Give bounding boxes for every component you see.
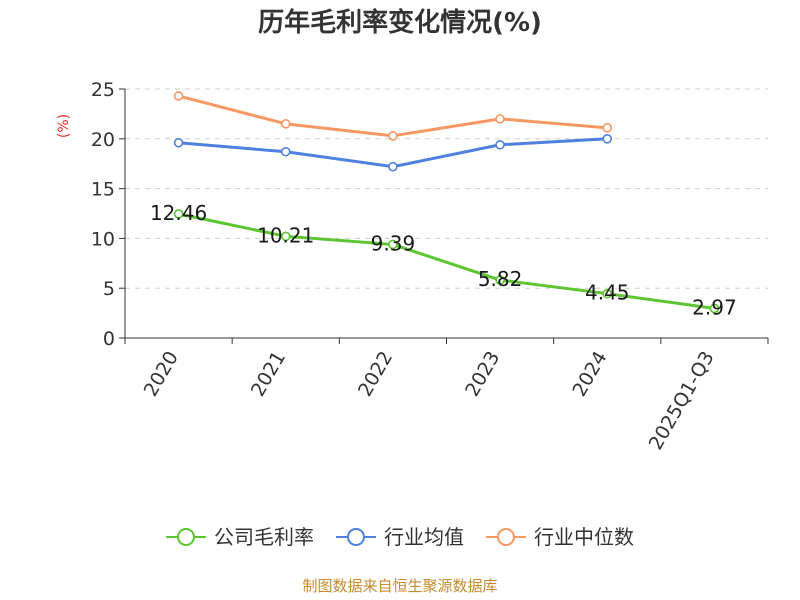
data-labels: 12.46 10.21 9.39 5.82 4.45 2.97 — [150, 201, 737, 320]
axes: 0 5 10 15 20 25 2020 2021 2022 2023 2024 2025Q1-Q3 — [91, 79, 769, 454]
data-point — [173, 91, 184, 101]
chart-title: 历年毛利率变化情况(%) — [258, 7, 542, 38]
data-point — [602, 123, 613, 133]
y-tick-label: 15 — [91, 179, 115, 201]
x-tick-label: 2021 — [247, 348, 290, 401]
data-label: 12.46 — [150, 201, 207, 225]
data-point — [388, 239, 398, 250]
data-label: 10.21 — [257, 223, 314, 247]
data-label: 5.82 — [478, 267, 523, 291]
data-label: 2.97 — [692, 295, 737, 319]
data-point — [495, 114, 505, 124]
legend-marker — [347, 528, 365, 546]
data-point — [388, 131, 398, 141]
series-lines — [173, 91, 720, 314]
series-line — [178, 212, 715, 310]
data-label: 4.45 — [585, 281, 630, 305]
y-tick-label: 25 — [91, 79, 115, 101]
data-label: 9.39 — [371, 231, 416, 255]
data-point — [173, 137, 184, 148]
grid-lines — [125, 88, 768, 289]
y-tick-label: 5 — [103, 278, 115, 300]
data-point — [173, 209, 184, 219]
y-axis-label: (%) — [56, 114, 72, 138]
legend-label: 行业均值 — [384, 525, 464, 549]
data-point — [602, 288, 613, 299]
data-point — [602, 134, 613, 144]
legend-item[interactable]: 公司毛利率 — [166, 525, 314, 549]
y-tick-label: 20 — [91, 129, 115, 151]
data-point — [495, 139, 505, 150]
legend-label: 行业中位数 — [534, 525, 634, 549]
legend-marker — [177, 528, 195, 546]
x-tick-label: 2022 — [354, 348, 397, 401]
legend-label: 公司毛利率 — [214, 525, 314, 549]
legend: 公司毛利率 行业均值 行业中位数 — [166, 525, 634, 549]
x-tick-label: 2020 — [140, 348, 183, 401]
source-note: 制图数据来自恒生聚源数据库 — [302, 577, 497, 595]
legend-item[interactable]: 行业均值 — [336, 525, 464, 549]
x-tick-label: 2023 — [461, 348, 504, 401]
data-point — [280, 119, 291, 129]
y-tick-label: 0 — [103, 328, 115, 350]
data-point — [280, 146, 291, 157]
data-point — [280, 231, 291, 242]
x-tick-label: 2025Q1-Q3 — [645, 348, 719, 454]
data-point — [388, 161, 398, 172]
legend-item[interactable]: 行业中位数 — [486, 525, 634, 549]
data-point — [709, 303, 720, 314]
series-line — [178, 94, 608, 138]
x-tick-label: 2024 — [568, 348, 611, 401]
y-tick-label: 10 — [91, 228, 115, 250]
data-point — [495, 275, 505, 285]
legend-marker — [497, 528, 515, 546]
